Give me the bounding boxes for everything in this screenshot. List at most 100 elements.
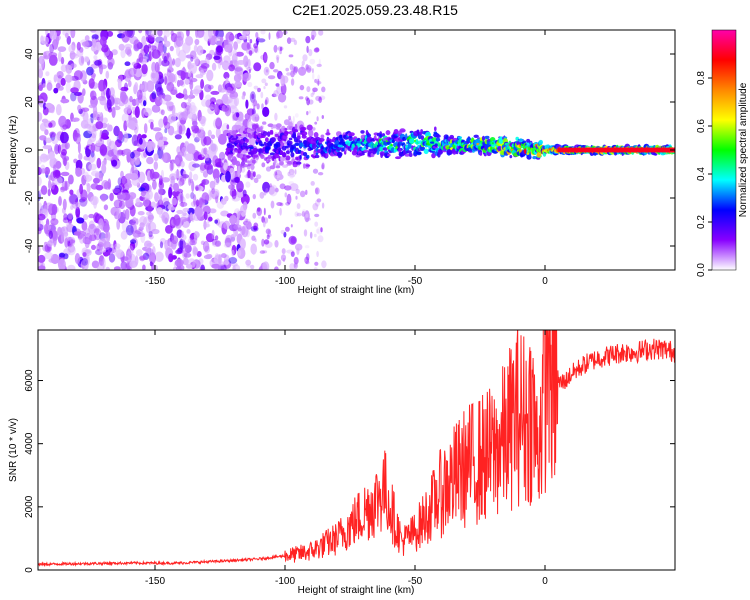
heatmap-noise-cell [116,219,121,230]
heatmap-noise-cell [289,37,296,43]
heatmap-noise-cell [129,95,133,103]
heatmap-noise-cell [245,229,250,238]
colorbar-tick-label: 0.4 [696,167,707,181]
heatmap-noise-cell [211,263,221,269]
heatmap-noise-cell [120,230,128,240]
heatmap-noise-cell [86,66,94,76]
heatmap-noise-cell [60,64,67,73]
heatmap-noise-cell [131,134,139,147]
heatmap-noise-cell [106,98,112,110]
heatmap-noise-cell [161,177,171,183]
heatmap-noise-cell [254,114,260,122]
heatmap-noise-cell [101,163,107,174]
heatmap-noise-cell [150,121,154,130]
heatmap-noise-cell [61,149,67,156]
heatmap-noise-cell [143,100,147,107]
heatmap-noise-cell [82,257,89,269]
heatmap-ridge-cell [420,129,423,134]
heatmap-ridge-cell [227,154,232,161]
heatmap-ridge-cell [578,147,582,153]
heatmap-noise-cell [123,148,131,155]
heatmap-noise-cell [125,224,134,236]
heatmap-noise-cell [268,214,271,219]
heatmap-noise-cell [60,77,66,86]
heatmap-noise-cell [314,79,317,83]
heatmap-noise-cell [118,43,125,51]
heatmap-noise-cell [109,192,114,202]
heatmap-noise-cell [144,194,151,199]
heatmap-noise-cell [58,196,62,206]
heatmap-noise-cell [66,35,72,45]
heatmap-noise-cell [49,43,54,54]
heatmap-noise-cell [38,202,43,215]
heatmap-noise-cell [190,192,195,200]
heatmap-noise-cell [38,55,45,65]
heatmap-ridge-cell [294,142,300,146]
heatmap-noise-cell [164,217,168,225]
heatmap-noise-cell [145,222,151,234]
heatmap-noise-cell [286,193,292,205]
heatmap-noise-cell [253,62,262,72]
heatmap-noise-cell [231,195,241,202]
heatmap-noise-cell [276,56,279,63]
heatmap-noise-cell [189,171,193,180]
heatmap-noise-cell [311,68,314,74]
heatmap-ridge-cell [617,147,621,153]
heatmap-noise-cell [251,100,258,107]
heatmap-noise-cell [58,252,66,258]
heatmap-ridge-cell [325,132,331,136]
heatmap-noise-cell [94,41,103,51]
heatmap-noise-cell [222,93,229,104]
heatmap-noise-cell [64,142,70,150]
heatmap-noise-cell [214,158,222,165]
heatmap-noise-cell [253,222,259,229]
heatmap-noise-cell [241,225,249,238]
heatmap-noise-cell [283,257,285,263]
heatmap-noise-cell [45,102,53,109]
heatmap-noise-cell [274,266,279,270]
heatmap-noise-cell [127,245,134,256]
heatmap-noise-cell [286,37,292,44]
heatmap-ridge-cell [285,150,290,154]
heatmap-noise-cell [193,194,197,206]
heatmap-ridge-cell [641,147,645,153]
heatmap-noise-cell [96,261,105,270]
heatmap-noise-cell [164,128,168,134]
heatmap-noise-cell [180,70,186,81]
heatmap-noise-cell [165,101,174,107]
heatmap-noise-cell [282,164,288,168]
heatmap-noise-cell [274,112,278,121]
heatmap-noise-cell [70,63,77,69]
heatmap-noise-cell [289,172,295,179]
heatmap-noise-cell [294,169,297,175]
heatmap-ridge-cell [301,131,308,136]
heatmap-noise-cell [268,32,271,40]
heatmap-noise-cell [153,153,159,162]
heatmap-ridge-cell [636,147,639,153]
heatmap-noise-cell [181,174,190,179]
heatmap-noise-cell [150,30,158,38]
heatmap-noise-cell [270,200,275,209]
heatmap-noise-cell [111,159,118,167]
heatmap-noise-cell [190,56,194,62]
heatmap-noise-cell [223,242,233,249]
heatmap-noise-cell [280,229,285,235]
heatmap-noise-cell [237,72,244,80]
heatmap-noise-cell [151,61,157,73]
heatmap-ridge-cell [664,147,668,153]
heatmap-noise-cell [174,134,182,140]
heatmap-noise-cell [280,254,287,262]
heatmap-ridge-cell [262,121,267,125]
heatmap-noise-cell [174,57,181,68]
heatmap-noise-cell [50,218,59,226]
heatmap-noise-cell [255,156,258,164]
heatmap-noise-cell [203,219,207,230]
heatmap-noise-cell [87,126,95,135]
heatmap-noise-cell [113,144,118,156]
heatmap-noise-cell [164,40,171,47]
heatmap-noise-cell [249,39,253,44]
heatmap-noise-cell [225,170,231,183]
heatmap-noise-cell [43,224,49,234]
heatmap-noise-cell [124,82,128,92]
heatmap-noise-cell [43,204,48,216]
